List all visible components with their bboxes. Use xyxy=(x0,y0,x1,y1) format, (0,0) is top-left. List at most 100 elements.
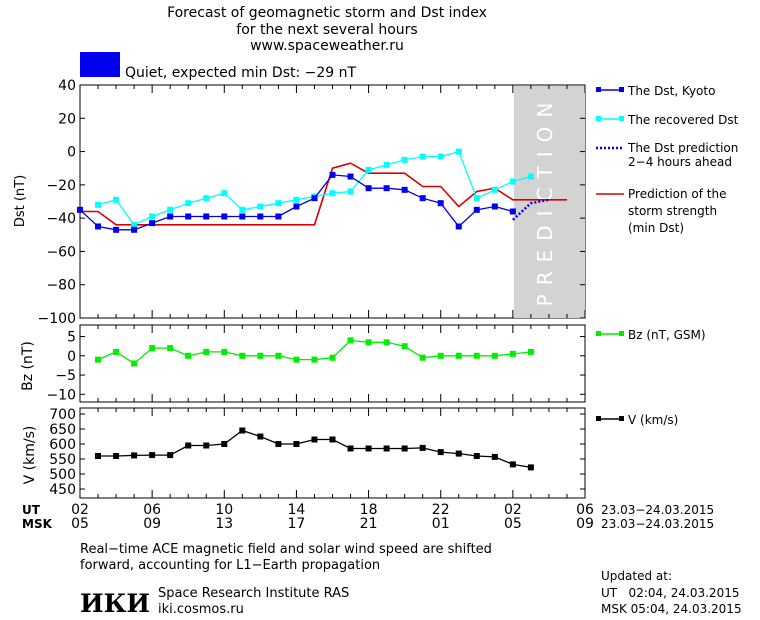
v-ylabel: V (km/s) xyxy=(22,426,38,485)
bz-series-point-0 xyxy=(95,356,102,363)
v-series-point-0 xyxy=(455,450,462,457)
title-line2: for the next several hours xyxy=(236,22,417,38)
msk-date-range: 23.03−24.03.2015 xyxy=(601,517,714,531)
dst-ytick-label: 40 xyxy=(58,78,76,94)
dst-series-point-1 xyxy=(347,188,354,195)
dst-series-point-1 xyxy=(401,156,408,163)
bz-series-point-0 xyxy=(509,350,516,357)
bz-ytick-label: −10 xyxy=(46,387,76,403)
dst-series-line-2 xyxy=(512,198,550,221)
ut-tick-label: 18 xyxy=(360,502,378,518)
dst-series-point-0 xyxy=(347,173,354,180)
v-ytick-label: 650 xyxy=(49,422,76,438)
dst-series-point-1 xyxy=(275,200,282,207)
legend-label-v: V (km/s) xyxy=(628,413,678,427)
legend: The Dst, Kyoto The recovered Dst The Dst… xyxy=(596,84,739,427)
dst-series-point-1 xyxy=(113,196,120,203)
bz-ylabel: Bz (nT) xyxy=(20,341,36,391)
dst-series-point-0 xyxy=(167,213,174,220)
dst-ytick-label: 20 xyxy=(58,111,76,127)
iki-logo: ИКИ xyxy=(80,589,150,618)
v-ytick-label: 600 xyxy=(49,437,76,453)
legend-marker-v xyxy=(596,416,601,421)
v-series-point-0 xyxy=(95,453,102,459)
msk-tick-label: 09 xyxy=(143,516,161,532)
legend-label-strength-l2: storm strength xyxy=(628,204,717,218)
dst-series-point-0 xyxy=(239,213,246,220)
ut-tick-label: 14 xyxy=(288,502,306,518)
dst-series-point-1 xyxy=(455,148,462,155)
v-series-point-0 xyxy=(185,442,192,449)
dst-series-point-0 xyxy=(491,203,498,210)
dst-series-point-0 xyxy=(131,226,138,233)
v-series-point-0 xyxy=(383,445,390,452)
v-series-point-0 xyxy=(527,464,534,471)
bz-series-point-0 xyxy=(167,345,174,352)
ut-tick-label: 22 xyxy=(432,502,450,518)
dst-series-point-1 xyxy=(257,203,264,210)
legend-marker-recovered xyxy=(619,116,624,121)
dst-series-point-0 xyxy=(293,203,300,210)
legend-label-bz: Bz (nT, GSM) xyxy=(628,328,706,342)
bz-series-point-0 xyxy=(365,339,372,346)
updated-msk: MSK 05:04, 24.03.2015 xyxy=(601,602,742,616)
dst-series-point-1 xyxy=(239,206,246,213)
dst-series-point-1 xyxy=(293,196,300,203)
ut-label: UT xyxy=(22,503,41,517)
bz-series-point-0 xyxy=(491,352,498,359)
ut-tick-label: 02 xyxy=(71,502,89,518)
dst-series-point-0 xyxy=(113,226,120,233)
v-series-point-0 xyxy=(113,453,120,459)
v-series-point-0 xyxy=(257,433,264,440)
dst-series-point-1 xyxy=(527,173,534,180)
dst-series-point-0 xyxy=(311,195,318,202)
v-series-line-0 xyxy=(98,429,532,469)
legend-label-recovered: The recovered Dst xyxy=(627,113,739,127)
bz-series-point-0 xyxy=(419,354,426,361)
dst-series-point-0 xyxy=(329,171,336,178)
footer-note-line1: Real−time ACE magnetic field and solar w… xyxy=(80,542,492,557)
bz-ytick-label: 5 xyxy=(67,330,76,346)
v-series-point-0 xyxy=(401,445,408,452)
dst-series-point-1 xyxy=(95,201,102,208)
dst-series-line-3 xyxy=(80,162,567,226)
dst-series-point-0 xyxy=(221,213,228,220)
dst-series-point-0 xyxy=(95,223,102,230)
dst-series-point-1 xyxy=(149,213,156,220)
dst-series-point-0 xyxy=(509,208,516,215)
v-series-point-0 xyxy=(221,441,228,447)
dst-series-point-0 xyxy=(275,213,282,220)
dst-ytick-label: −80 xyxy=(46,278,76,294)
dst-series-point-0 xyxy=(77,206,83,213)
legend-label-prediction-l1: The Dst prediction xyxy=(627,141,738,155)
bz-ytick-label: 0 xyxy=(67,349,76,365)
bz-series-point-0 xyxy=(131,360,138,367)
status-text: Quiet, expected min Dst: −29 nT xyxy=(125,65,357,81)
title-url: www.spaceweather.ru xyxy=(250,38,404,54)
dst-series-point-1 xyxy=(131,221,138,228)
dst-series-point-0 xyxy=(473,206,480,213)
v-series-point-0 xyxy=(275,441,282,447)
v-series-point-0 xyxy=(149,452,156,459)
dst-series-point-0 xyxy=(257,213,264,220)
v-ytick-label: 500 xyxy=(49,467,76,483)
dst-ytick-label: −40 xyxy=(46,211,76,227)
bz-series-point-0 xyxy=(455,352,462,359)
legend-marker-kyoto xyxy=(619,87,624,92)
dst-series-point-1 xyxy=(365,166,372,173)
bz-series-point-0 xyxy=(113,348,120,355)
dst-series-point-1 xyxy=(167,206,174,213)
bz-series-point-0 xyxy=(329,354,336,361)
msk-tick-label: 21 xyxy=(360,516,378,532)
v-series-point-0 xyxy=(347,445,354,452)
msk-tick-label: 01 xyxy=(432,516,450,532)
v-series-point-0 xyxy=(491,453,498,460)
updated-ut: UT 02:04, 24.03.2015 xyxy=(601,586,739,600)
bz-series-point-0 xyxy=(275,352,282,359)
v-series-point-0 xyxy=(293,441,300,447)
dst-series-point-1 xyxy=(419,153,426,160)
bz-series-point-0 xyxy=(527,348,534,355)
msk-tick-label: 05 xyxy=(504,516,522,532)
dst-series-point-1 xyxy=(491,186,498,193)
ut-date-range: 23.03−24.03.2015 xyxy=(601,503,714,517)
